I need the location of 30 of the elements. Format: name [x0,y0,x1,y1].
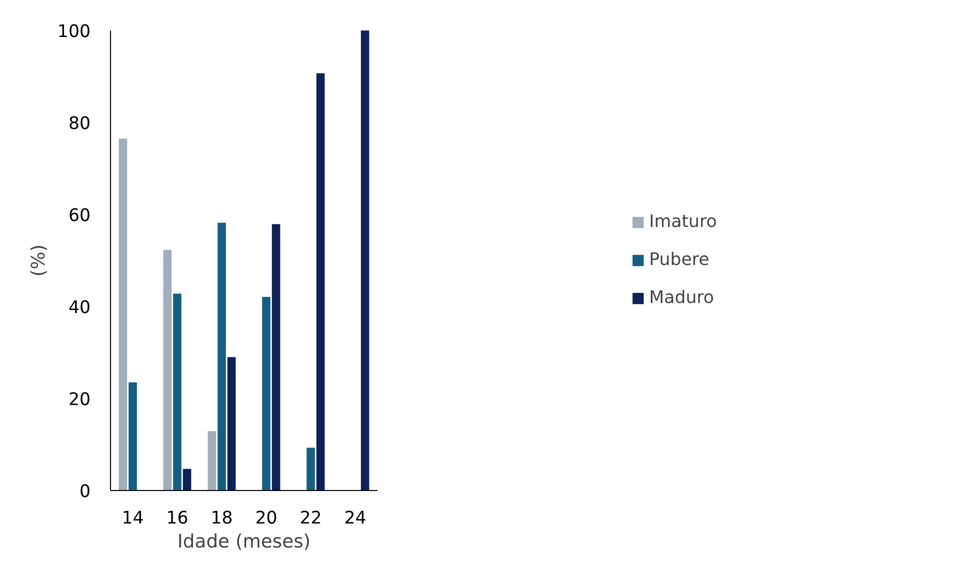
x-tick-label: 18 [210,508,233,528]
bar [306,448,315,490]
bar [227,357,236,490]
x-axis-title: Idade (meses) [177,532,311,552]
bar [360,30,370,490]
x-tick-label: 16 [166,508,188,528]
bar [182,468,192,490]
y-tick-label: 100 [57,22,91,42]
bar [118,138,128,490]
bar [218,222,226,490]
bar [128,382,137,490]
bar [272,224,280,490]
legend-label: Maduro [649,288,714,308]
x-tick-label: 24 [344,508,366,528]
y-axis-title: (%) [28,244,50,277]
y-tick-label: 0 [79,482,91,502]
bar [163,250,172,490]
legend-label: Imaturo [649,212,717,232]
x-tick-label: 14 [122,508,144,528]
y-tick-label: 40 [68,298,91,318]
x-tick-label: 22 [300,508,322,528]
bar [262,296,270,490]
y-tick-label: 80 [68,114,91,134]
x-tick-label: 20 [255,508,278,528]
legend-label: Pubere [649,250,710,270]
y-tick-label: 20 [68,390,91,410]
y-tick-label: 60 [68,206,91,226]
bar [173,294,182,490]
bar [316,73,325,490]
bar [208,431,216,490]
